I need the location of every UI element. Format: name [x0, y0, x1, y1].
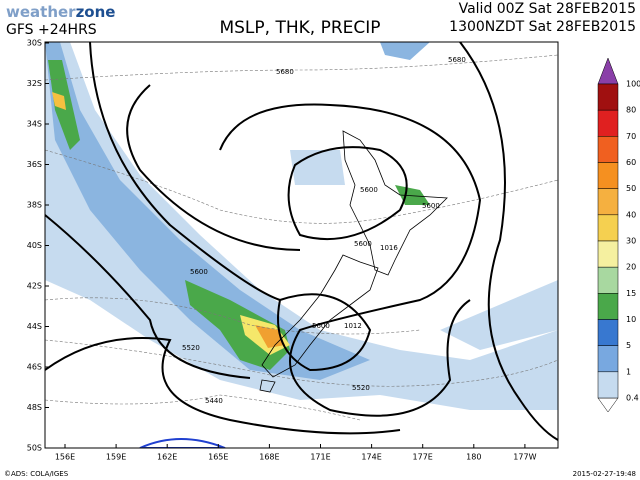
contour-label: 5600	[312, 322, 330, 330]
color-legend: 100 80 70 60 50 40 30 20 15 10 5 1 0.4	[597, 57, 640, 413]
legend-label: 15	[626, 289, 636, 298]
map-fill	[45, 42, 558, 448]
legend-swatch	[597, 319, 619, 346]
contour-label: 5600	[354, 240, 372, 248]
legend-label: 70	[626, 132, 636, 141]
lon-label: 156E	[55, 453, 75, 462]
legend-label: 50	[626, 184, 636, 193]
contour-labels: 5680 5680 5600 5600 5600 1016 5600 5600 …	[182, 56, 466, 405]
lat-label: 30S	[27, 39, 42, 48]
legend-swatch	[597, 240, 619, 268]
south-island	[261, 254, 379, 378]
lat-label: 34S	[27, 120, 42, 129]
lon-label: 159E	[106, 453, 126, 462]
model-label: GFS +24HRS	[6, 22, 97, 38]
lon-label: 180	[466, 453, 481, 462]
thickness-lines	[45, 54, 558, 421]
legend-swatch	[597, 109, 619, 137]
contour-label: 5600	[360, 186, 378, 194]
legend-label: 10	[626, 315, 636, 324]
local-time: 1300NZDT Sat 28FEB2015	[449, 19, 636, 35]
stewart-island	[259, 379, 276, 393]
map-title: MSLP, THK, PRECIP	[219, 18, 380, 38]
precip-light	[45, 42, 558, 410]
lat-label: 48S	[27, 403, 42, 412]
legend-label: 1	[626, 367, 631, 376]
legend-swatch	[597, 83, 619, 111]
legend-label: 60	[626, 158, 636, 167]
contour-label: 5520	[352, 384, 370, 392]
legend-label: 0.4	[626, 394, 639, 403]
contour-label: 1016	[380, 244, 398, 252]
north-island	[342, 130, 448, 276]
contour-label: 1012	[344, 322, 362, 330]
lon-label: 177E	[413, 453, 433, 462]
precip-orange	[52, 92, 66, 110]
map: 5680 5680 5600 5600 5600 1016 5600 5600 …	[44, 41, 559, 449]
lon-label: 168E	[259, 453, 279, 462]
contour-label: 5600	[190, 268, 208, 276]
lat-label: 46S	[27, 363, 42, 372]
legend-swatch	[597, 136, 619, 163]
lon-label: 174E	[361, 453, 381, 462]
isobars	[45, 42, 558, 441]
legend-label: 30	[626, 237, 636, 246]
legend-swatch	[597, 371, 619, 399]
contour-label: 5440	[205, 397, 223, 405]
lat-label: 40S	[27, 241, 42, 250]
legend-label: 40	[626, 210, 636, 219]
contour-label: 5520	[182, 344, 200, 352]
logo-part: zone	[76, 3, 116, 21]
legend-swatch	[597, 188, 619, 216]
lat-label: 32S	[27, 79, 42, 88]
lon-label: 162E	[157, 453, 177, 462]
legend-swatch	[597, 162, 619, 189]
timestamp: 2015-02-27-19:48	[573, 470, 636, 478]
precip-light	[380, 42, 430, 60]
lat-label: 44S	[27, 322, 42, 331]
logo: weatherzone	[6, 3, 115, 21]
contour-label: 5680	[276, 68, 294, 76]
contour-label: 5600	[422, 202, 440, 210]
legend-swatch	[597, 345, 619, 373]
lon-labels: 156E 159E 162E 165E 168E 171E 174E 177E 180 177W	[55, 444, 537, 462]
lat-label: 38S	[27, 201, 42, 210]
lon-label: 165E	[208, 453, 228, 462]
legend-label: 100	[626, 80, 640, 89]
legend-label: 80	[626, 106, 636, 115]
lon-label: 171E	[310, 453, 330, 462]
legend-swatch	[597, 214, 619, 242]
logo-part: weather	[6, 3, 76, 21]
legend-swatch	[597, 293, 619, 320]
valid-time: Valid 00Z Sat 28FEB2015	[459, 1, 636, 17]
credit: ©ADS: COLA/IGES	[4, 470, 69, 478]
lon-label: 177W	[513, 453, 536, 462]
legend-label: 20	[626, 263, 636, 272]
precip-light	[290, 150, 345, 185]
precip-light	[440, 280, 558, 350]
blue-contour	[139, 438, 226, 448]
lat-label: 42S	[27, 282, 42, 291]
lat-labels: 30S 32S 34S 36S 38S 40S 42S 44S 46S 48S 50S	[27, 39, 49, 453]
lat-label: 36S	[27, 160, 42, 169]
contour-label: 5680	[448, 56, 466, 64]
legend-label: 5	[626, 341, 631, 350]
legend-swatch	[597, 266, 619, 294]
lat-label: 50S	[27, 444, 42, 453]
